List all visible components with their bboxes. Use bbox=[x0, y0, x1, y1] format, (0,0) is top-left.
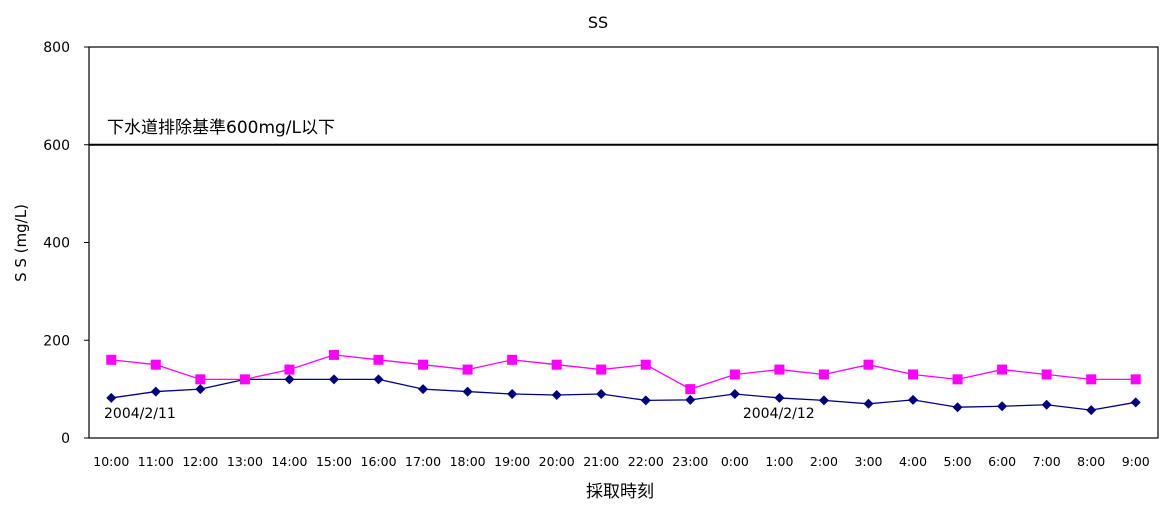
series-2-point bbox=[551, 359, 562, 370]
x-tick-label: 12:00 bbox=[182, 454, 218, 469]
series-1-point bbox=[328, 374, 339, 385]
series-1-point bbox=[640, 395, 651, 406]
x-tick-label: 10:00 bbox=[93, 454, 129, 469]
series-1-point bbox=[1086, 405, 1097, 416]
series-1-point bbox=[729, 389, 740, 400]
series-2-point bbox=[373, 354, 384, 365]
series-2-point bbox=[507, 354, 518, 365]
series-2-point bbox=[462, 364, 473, 375]
y-tick-label: 600 bbox=[43, 138, 70, 154]
x-tick-label: 7:00 bbox=[1033, 454, 1061, 469]
series-2-point bbox=[195, 374, 206, 385]
date-annotation: 2004/2/12 bbox=[743, 406, 815, 422]
x-tick-label: 23:00 bbox=[672, 454, 708, 469]
x-tick-label: 20:00 bbox=[539, 454, 575, 469]
series-1-point bbox=[150, 386, 161, 397]
series-1-point bbox=[908, 394, 919, 405]
series-1-point bbox=[818, 395, 829, 406]
y-tick-label: 800 bbox=[43, 40, 70, 56]
x-tick-label: 19:00 bbox=[494, 454, 530, 469]
reference-line-label: 下水道排除基準600mg/L以下 bbox=[107, 118, 335, 138]
series-2-point bbox=[596, 364, 607, 375]
series-1-point bbox=[1041, 399, 1052, 410]
series-1-point bbox=[507, 389, 518, 400]
series-2-point bbox=[1130, 374, 1141, 385]
x-tick-label: 18:00 bbox=[450, 454, 486, 469]
series-2-point bbox=[106, 354, 117, 365]
y-tick-label: 200 bbox=[43, 333, 70, 349]
date-annotation: 2004/2/11 bbox=[104, 406, 176, 422]
series-2-point bbox=[640, 359, 651, 370]
x-tick-label: 16:00 bbox=[361, 454, 397, 469]
series-1-point bbox=[373, 374, 384, 385]
x-tick-label: 2:00 bbox=[810, 454, 838, 469]
series-2-point bbox=[818, 369, 829, 380]
series-1-point bbox=[551, 389, 562, 400]
series-2-point bbox=[239, 374, 250, 385]
x-tick-label: 22:00 bbox=[628, 454, 664, 469]
x-tick-label: 14:00 bbox=[271, 454, 307, 469]
series-1-point bbox=[418, 384, 429, 395]
series-1-point bbox=[1130, 397, 1141, 408]
series-1-point bbox=[462, 386, 473, 397]
series-1-point bbox=[863, 398, 874, 409]
chart-title: SS bbox=[588, 13, 608, 32]
x-axis-title: 採取時刻 bbox=[586, 482, 654, 502]
series-2-point bbox=[1041, 369, 1052, 380]
series-2-point bbox=[150, 359, 161, 370]
y-axis-title: S S (mg/L) bbox=[12, 204, 30, 282]
series-1-point bbox=[596, 389, 607, 400]
series-2-point bbox=[284, 364, 295, 375]
series-2-point bbox=[863, 359, 874, 370]
series-2-point bbox=[997, 364, 1008, 375]
series-1-point bbox=[685, 394, 696, 405]
series-2-point bbox=[685, 384, 696, 395]
x-tick-label: 4:00 bbox=[899, 454, 927, 469]
series-1-point bbox=[997, 401, 1008, 412]
y-tick-label: 0 bbox=[61, 431, 70, 447]
series-2-point bbox=[328, 349, 339, 360]
y-tick-label: 400 bbox=[43, 236, 70, 252]
series-2-point bbox=[908, 369, 919, 380]
x-tick-label: 1:00 bbox=[765, 454, 793, 469]
series-1-point bbox=[774, 392, 785, 403]
x-tick-label: 15:00 bbox=[316, 454, 352, 469]
x-tick-label: 6:00 bbox=[988, 454, 1016, 469]
series-1-point bbox=[284, 374, 295, 385]
series-2-point bbox=[952, 374, 963, 385]
series-2-point bbox=[774, 364, 785, 375]
x-tick-label: 17:00 bbox=[405, 454, 441, 469]
series-2-point bbox=[1086, 374, 1097, 385]
series-2-line bbox=[111, 354, 1136, 390]
series-1-line bbox=[111, 378, 1136, 411]
series-1-point bbox=[106, 392, 117, 403]
x-tick-label: 13:00 bbox=[227, 454, 263, 469]
x-tick-label: 21:00 bbox=[583, 454, 619, 469]
x-tick-label: 11:00 bbox=[138, 454, 174, 469]
series-1-point bbox=[952, 402, 963, 413]
series-1-point bbox=[195, 384, 206, 395]
plot-area: 0 200 400 600 800 10:00 11:00 12:00 13:00 14:00 15… bbox=[43, 40, 1159, 469]
series-2-point bbox=[729, 369, 740, 380]
x-tick-label: 9:00 bbox=[1122, 454, 1150, 469]
x-tick-label: 5:00 bbox=[944, 454, 972, 469]
series-2-point bbox=[418, 359, 429, 370]
x-tick-label: 8:00 bbox=[1077, 454, 1105, 469]
x-tick-label: 3:00 bbox=[854, 454, 882, 469]
x-tick-label: 0:00 bbox=[721, 454, 749, 469]
